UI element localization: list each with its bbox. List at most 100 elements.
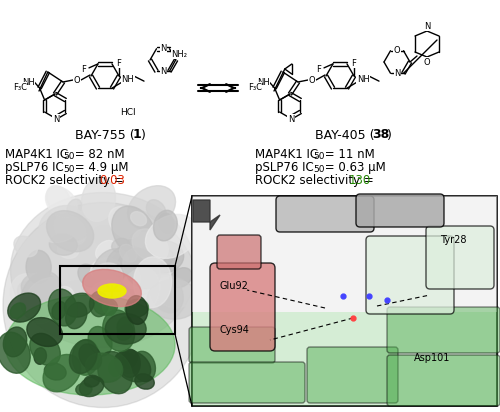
Ellipse shape <box>102 310 134 351</box>
FancyBboxPatch shape <box>387 307 500 353</box>
Ellipse shape <box>108 359 122 377</box>
Text: N: N <box>53 115 59 124</box>
Ellipse shape <box>115 350 150 382</box>
Text: F₃C: F₃C <box>248 82 262 91</box>
Ellipse shape <box>67 199 82 215</box>
Text: F: F <box>352 59 356 68</box>
FancyBboxPatch shape <box>366 236 454 314</box>
Ellipse shape <box>132 229 168 262</box>
Ellipse shape <box>102 300 116 315</box>
Text: pSLP76 IC: pSLP76 IC <box>255 161 314 173</box>
Text: ROCK2 selectivity =: ROCK2 selectivity = <box>5 173 128 187</box>
Ellipse shape <box>5 295 175 395</box>
Ellipse shape <box>106 246 142 276</box>
Ellipse shape <box>158 213 174 233</box>
Text: NH: NH <box>257 77 270 87</box>
Ellipse shape <box>134 257 172 307</box>
Ellipse shape <box>122 350 138 368</box>
Ellipse shape <box>98 351 132 394</box>
FancyBboxPatch shape <box>189 327 275 363</box>
Ellipse shape <box>146 200 166 221</box>
Ellipse shape <box>46 187 77 218</box>
Ellipse shape <box>146 214 198 258</box>
Ellipse shape <box>84 375 100 387</box>
Ellipse shape <box>80 377 104 397</box>
Ellipse shape <box>140 241 184 274</box>
Text: F₃C: F₃C <box>13 82 27 91</box>
Text: Glu92: Glu92 <box>220 281 249 291</box>
Ellipse shape <box>94 297 118 315</box>
Polygon shape <box>193 200 220 230</box>
Ellipse shape <box>117 325 133 340</box>
Ellipse shape <box>125 299 148 317</box>
Text: = 11 nM: = 11 nM <box>321 147 375 161</box>
Ellipse shape <box>160 250 173 265</box>
Text: F: F <box>116 59 121 68</box>
Text: O: O <box>424 58 430 66</box>
Ellipse shape <box>154 210 178 241</box>
Ellipse shape <box>94 226 120 248</box>
Text: 50: 50 <box>63 165 74 174</box>
Ellipse shape <box>106 314 146 344</box>
Ellipse shape <box>90 291 108 317</box>
Text: O: O <box>74 75 80 84</box>
Text: pSLP76 IC: pSLP76 IC <box>5 161 64 173</box>
FancyBboxPatch shape <box>276 196 374 232</box>
Ellipse shape <box>123 248 160 289</box>
Text: ): ) <box>140 129 145 141</box>
Text: 50: 50 <box>313 152 324 161</box>
Ellipse shape <box>148 280 160 296</box>
Ellipse shape <box>70 340 97 374</box>
Text: N: N <box>288 115 294 124</box>
Ellipse shape <box>120 244 137 262</box>
Text: Asp101: Asp101 <box>414 353 450 363</box>
Ellipse shape <box>132 351 156 382</box>
Ellipse shape <box>84 263 122 299</box>
Ellipse shape <box>112 238 130 252</box>
Ellipse shape <box>93 249 129 287</box>
Ellipse shape <box>27 318 63 346</box>
Ellipse shape <box>147 280 200 319</box>
Ellipse shape <box>111 295 132 312</box>
Bar <box>60 266 175 334</box>
Text: 1: 1 <box>132 129 141 141</box>
Ellipse shape <box>76 383 92 396</box>
FancyBboxPatch shape <box>307 347 398 403</box>
Text: F: F <box>316 66 322 75</box>
Text: ROCK2 selectivity =: ROCK2 selectivity = <box>255 173 378 187</box>
Ellipse shape <box>82 177 116 221</box>
Text: N: N <box>160 67 167 76</box>
Ellipse shape <box>51 206 94 242</box>
Ellipse shape <box>118 268 160 317</box>
Text: 130: 130 <box>349 173 371 187</box>
Ellipse shape <box>10 274 56 324</box>
Ellipse shape <box>58 242 78 258</box>
Ellipse shape <box>26 277 72 316</box>
Ellipse shape <box>46 211 94 252</box>
Text: O: O <box>394 46 400 55</box>
Ellipse shape <box>52 302 66 319</box>
Ellipse shape <box>62 281 104 318</box>
Text: N: N <box>424 21 430 30</box>
Ellipse shape <box>88 326 112 356</box>
FancyBboxPatch shape <box>217 235 261 269</box>
Ellipse shape <box>170 268 192 288</box>
Ellipse shape <box>18 282 40 307</box>
Ellipse shape <box>39 206 83 243</box>
Text: NH: NH <box>22 77 35 87</box>
Ellipse shape <box>64 219 86 244</box>
Ellipse shape <box>118 250 155 295</box>
Bar <box>192 196 497 406</box>
Ellipse shape <box>26 250 51 284</box>
Ellipse shape <box>120 264 141 289</box>
Text: = 4.9 μM: = 4.9 μM <box>71 161 128 173</box>
Ellipse shape <box>0 332 30 373</box>
Text: MAP4K1 IC: MAP4K1 IC <box>5 147 68 161</box>
Ellipse shape <box>112 206 156 257</box>
Text: HCl: HCl <box>120 108 136 117</box>
Ellipse shape <box>154 277 193 308</box>
Text: Tyr28: Tyr28 <box>440 235 467 245</box>
Ellipse shape <box>66 302 87 329</box>
Ellipse shape <box>50 234 78 255</box>
Text: 38: 38 <box>372 129 390 141</box>
